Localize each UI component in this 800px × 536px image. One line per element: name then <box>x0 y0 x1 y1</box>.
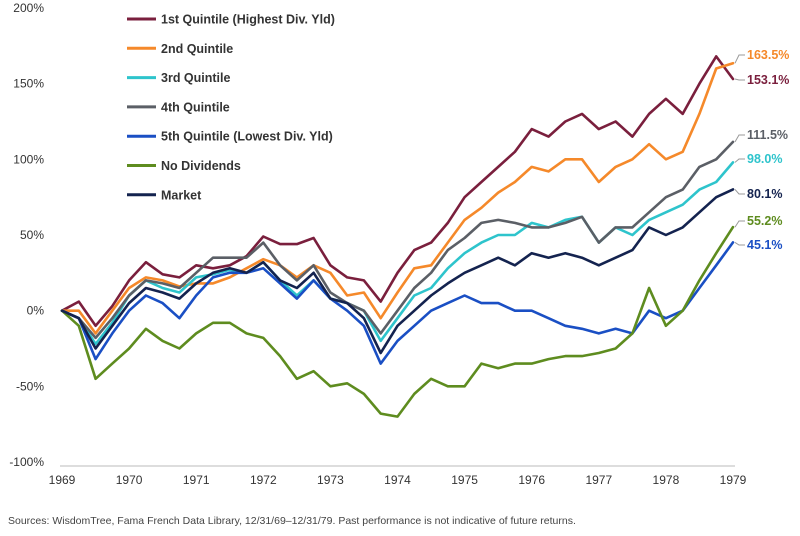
series-line-1 <box>60 55 735 328</box>
end-label-leader <box>734 241 745 246</box>
x-tick-label: 1971 <box>183 473 210 487</box>
y-tick-label: 150% <box>13 77 44 91</box>
y-tick-label: -100% <box>9 455 44 469</box>
series-line-5 <box>60 241 735 365</box>
legend-entry: No Dividends <box>161 159 241 173</box>
end-labels: 153.1% 163.5% 98.0% 111.5% 45.1% 55.2% 80.1% <box>734 48 789 252</box>
source-note: Sources: WisdomTree, Fama French Data Li… <box>8 515 576 527</box>
legend-entry: 1st Quintile (Highest Div. Yld) <box>161 13 335 27</box>
y-tick-label: 0% <box>27 304 45 318</box>
legend-entry: Market <box>161 188 202 202</box>
end-value-label: 153.1% <box>747 73 789 87</box>
series-layer <box>60 55 735 418</box>
y-tick-label: 200% <box>13 1 44 15</box>
end-value-label: 98.0% <box>747 152 782 166</box>
end-value-label: 55.2% <box>747 214 782 228</box>
end-label-leader <box>734 54 745 64</box>
x-tick-label: 1978 <box>653 473 680 487</box>
x-tick-label: 1969 <box>49 473 76 487</box>
end-value-label: 80.1% <box>747 187 782 201</box>
x-axis: 1969 1970 1971 1972 1973 1974 1975 1976 1977 1978… <box>49 473 747 487</box>
y-tick-label: 50% <box>20 228 44 242</box>
end-label-leader <box>734 158 745 163</box>
series-line-2 <box>60 61 735 335</box>
x-tick-label: 1977 <box>585 473 612 487</box>
end-label-leader <box>734 78 745 81</box>
end-label-leader <box>734 189 745 195</box>
legend-entry: 2nd Quintile <box>161 42 233 56</box>
series-line-6 <box>60 225 735 418</box>
end-label-leader <box>734 134 745 143</box>
x-tick-label: 1979 <box>720 473 747 487</box>
end-value-label: 111.5% <box>747 128 788 142</box>
x-tick-label: 1970 <box>116 473 143 487</box>
x-tick-label: 1976 <box>518 473 545 487</box>
series-line-3 <box>60 161 735 346</box>
legend-entry: 3rd Quintile <box>161 71 231 85</box>
series-line-4 <box>60 140 735 340</box>
legend-entry: 4th Quintile <box>161 100 230 114</box>
y-tick-label: -50% <box>16 379 44 393</box>
x-tick-label: 1973 <box>317 473 344 487</box>
end-value-label: 45.1% <box>747 238 782 252</box>
y-axis: 200% 150% 100% 50% 0% -50% -100% <box>9 1 44 469</box>
end-label-leader <box>734 220 745 228</box>
legend-entry: 5th Quintile (Lowest Div. Yld) <box>161 130 333 144</box>
x-tick-label: 1974 <box>384 473 411 487</box>
x-tick-label: 1975 <box>451 473 478 487</box>
x-tick-label: 1972 <box>250 473 277 487</box>
legend: 1st Quintile (Highest Div. Yld) 2nd Quint… <box>127 13 335 202</box>
series-line-7 <box>60 188 735 355</box>
y-tick-label: 100% <box>13 152 44 166</box>
end-value-label: 163.5% <box>747 48 789 62</box>
